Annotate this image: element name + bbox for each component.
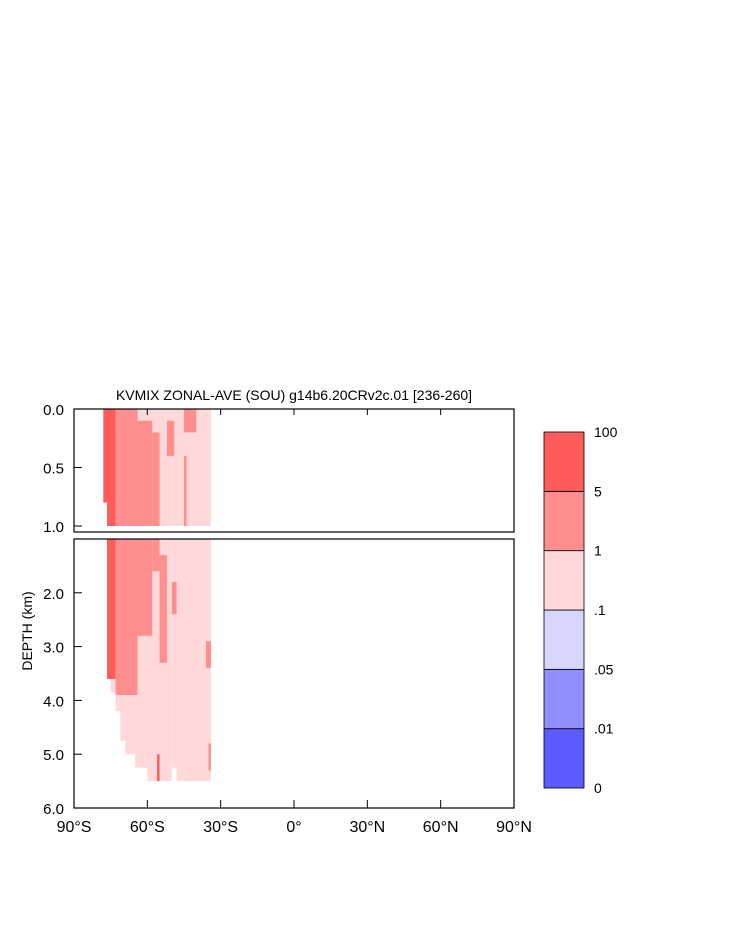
colorbar-label: .05: [594, 661, 614, 677]
colorbar-label: .1: [594, 602, 606, 618]
field-patch-moderate: [115, 409, 138, 526]
field-patch-moderate: [115, 539, 138, 696]
field-cell-light: [171, 539, 177, 768]
field-patch-moderate: [152, 432, 160, 526]
field-cell-light: [171, 409, 177, 526]
colorbar-label: 0: [594, 780, 602, 796]
field-patch-moderate: [152, 539, 160, 572]
field-patch-moderate: [171, 582, 177, 615]
colorbar-box: [543, 431, 585, 492]
lower-panel-1-6km: 2.0 3.0 4.0 5.0 6.0: [43, 538, 515, 818]
field-patch-moderate: [206, 641, 211, 669]
y-tick-label: 5.0: [43, 747, 64, 764]
colorbar-label: .01: [594, 721, 614, 737]
x-tick-label: 90°N: [496, 819, 532, 836]
field-patch-moderate: [137, 539, 153, 636]
colorbar-box: [543, 550, 585, 611]
field-patch-moderate: [184, 409, 197, 433]
field-patch-strong: [157, 754, 160, 782]
colorbar-legend: 0 .01 .05 .1 1 5 100: [543, 424, 618, 796]
upper-panel-0-1km: 0.0 0.5 1.0: [43, 402, 515, 536]
colorbar-label: 5: [594, 483, 602, 499]
x-tick-label: 60°N: [423, 819, 459, 836]
x-tick-label: 60°S: [130, 819, 165, 836]
y-axis-label: DEPTH (km): [19, 591, 35, 670]
colorbar-box: [543, 668, 585, 730]
field-patch-moderate: [184, 455, 187, 526]
y-tick-label: 2.0: [43, 586, 64, 603]
colorbar-box: [543, 609, 585, 670]
colorbar-box: [543, 490, 585, 552]
field-patch-moderate: [208, 743, 211, 771]
field-patch-moderate: [159, 555, 167, 663]
x-tick-label: 0°: [286, 819, 301, 836]
chart-title: KVMIX ZONAL-AVE (SOU) g14b6.20CRv2c.01 […: [116, 387, 472, 403]
field-cell-light: [147, 539, 158, 782]
field-cell-light: [176, 539, 209, 782]
colorbar-box: [543, 728, 585, 789]
y-tick-label: 3.0: [43, 640, 64, 657]
field-patch-strong: [107, 502, 116, 526]
y-tick-label: 0.5: [43, 461, 64, 478]
field-patch-moderate: [166, 420, 175, 456]
y-tick-label: 4.0: [43, 693, 64, 710]
field-patch-strong: [103, 409, 116, 503]
x-tick-label: 90°S: [57, 819, 92, 836]
field-patch-strong: [107, 539, 116, 679]
field-patch-moderate: [137, 420, 153, 526]
colorbar-label: 100: [594, 424, 618, 440]
y-tick-label: 1.0: [43, 519, 64, 536]
x-tick-label: 30°N: [349, 819, 385, 836]
x-tick-label: 30°S: [203, 819, 238, 836]
colorbar-label: 1: [594, 543, 602, 559]
y-tick-label: 0.0: [43, 402, 64, 419]
y-tick-label: 6.0: [43, 801, 64, 818]
field-cell-light: [208, 409, 211, 526]
x-axis: 90°S 60°S 30°S 0° 30°N 60°N 90°N: [57, 409, 532, 836]
